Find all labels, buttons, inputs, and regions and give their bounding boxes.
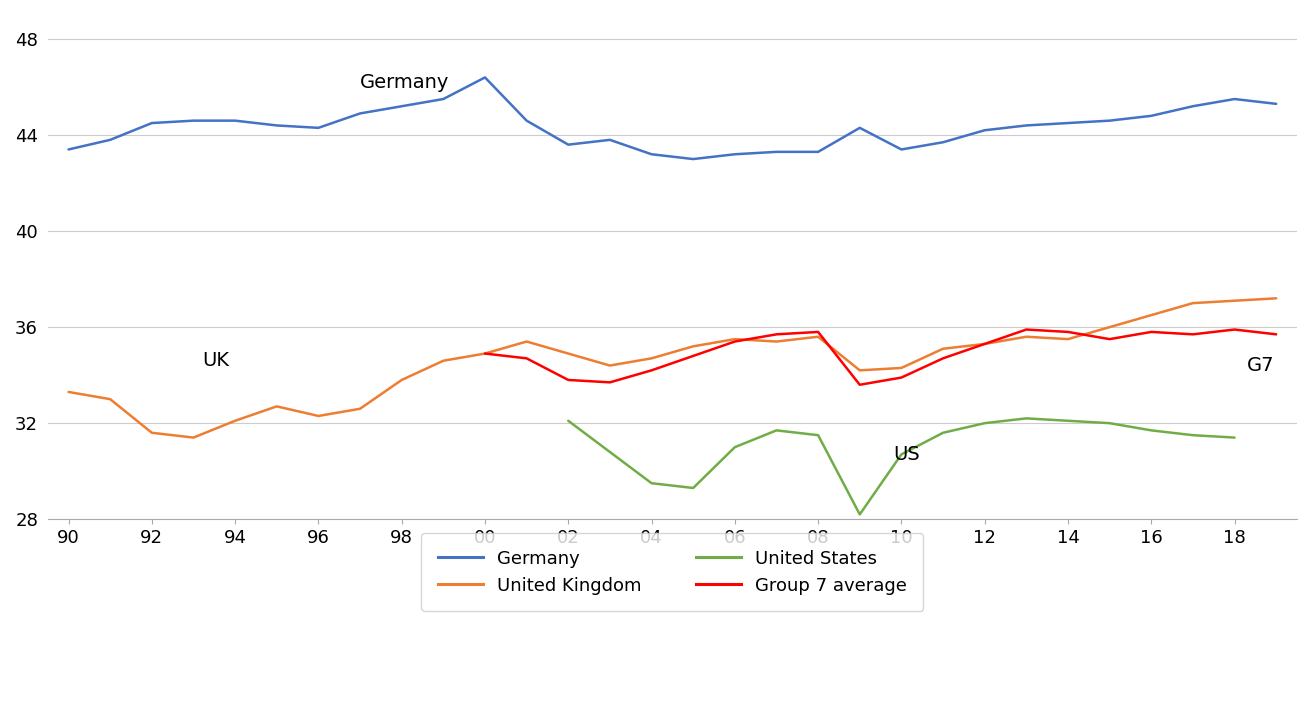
Text: G7: G7 [1246, 356, 1274, 375]
Text: Germany: Germany [359, 73, 450, 92]
Text: UK: UK [202, 351, 228, 370]
Legend: Germany, United Kingdom, United States, Group 7 average: Germany, United Kingdom, United States, … [421, 534, 924, 611]
Text: US: US [893, 445, 920, 464]
